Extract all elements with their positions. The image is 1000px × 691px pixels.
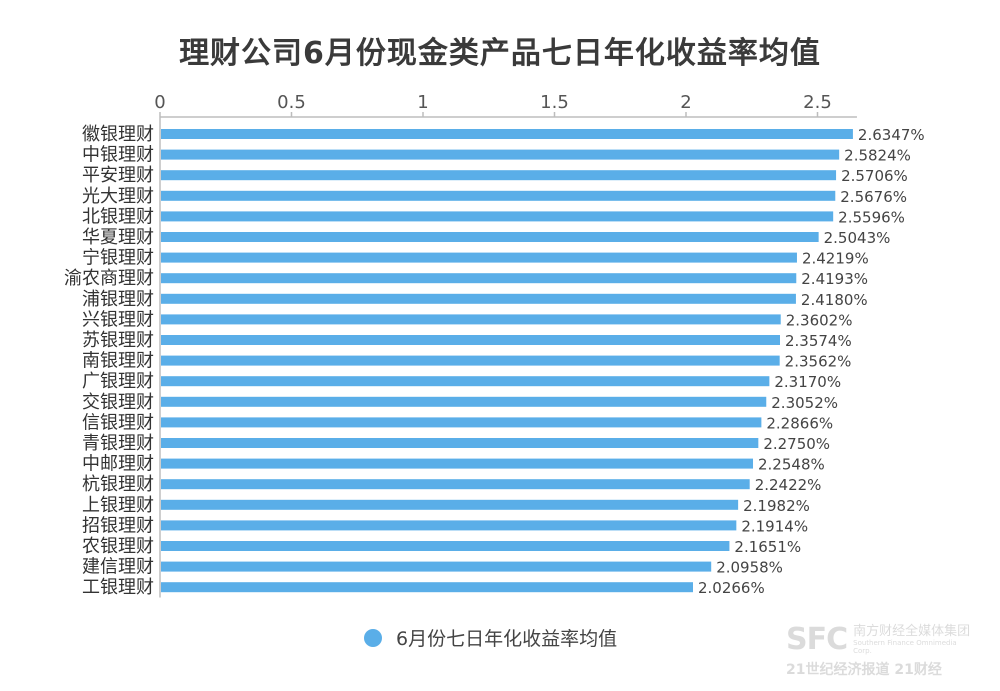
category-label: 交银理财 xyxy=(82,392,154,413)
category-label: 苏银理财 xyxy=(82,330,154,351)
data-label: 2.3602% xyxy=(786,311,853,329)
category-label: 广银理财 xyxy=(82,371,154,392)
data-label: 2.3562% xyxy=(785,353,852,371)
data-label: 2.0958% xyxy=(716,559,783,577)
bar xyxy=(161,396,767,407)
category-label: 农银理财 xyxy=(82,536,154,557)
data-label: 2.3052% xyxy=(771,394,838,412)
legend-swatch xyxy=(364,628,382,647)
category-label: 工银理财 xyxy=(82,577,154,598)
category-label: 杭银理财 xyxy=(82,474,154,495)
x-tick-label: 0 xyxy=(154,92,165,113)
bar xyxy=(161,211,834,222)
data-label: 2.2548% xyxy=(758,456,825,474)
data-labels: 2.6347% 2.5824% 2.5706% 2.5676% 2.5596% 2.504… xyxy=(698,126,925,597)
category-label: 平安理财 xyxy=(82,165,154,186)
bar xyxy=(161,499,739,510)
bar xyxy=(161,273,797,284)
category-label: 招银理财 xyxy=(82,515,154,536)
bar xyxy=(161,541,730,551)
bar xyxy=(161,252,797,263)
data-label: 2.5824% xyxy=(844,147,911,165)
category-label: 光大理财 xyxy=(82,186,154,207)
bar xyxy=(161,190,836,201)
data-label: 2.5676% xyxy=(840,188,907,206)
bar xyxy=(161,129,853,139)
bar xyxy=(161,293,796,304)
category-label: 中邮理财 xyxy=(82,454,154,475)
x-axis: 0 0.5 1 1.5 2 2.5 xyxy=(154,92,857,598)
watermark-org-en: Southern Finance Omnimedia Corp. xyxy=(853,638,957,655)
bar xyxy=(161,232,819,242)
data-label: 2.5043% xyxy=(824,229,891,247)
legend: 6月份七日年化收益率均值 xyxy=(364,624,617,651)
bar xyxy=(161,355,780,366)
data-label: 2.5706% xyxy=(841,167,908,185)
bar xyxy=(161,170,837,181)
data-label: 2.4180% xyxy=(801,291,868,309)
category-label: 宁银理财 xyxy=(82,248,154,269)
data-label: 2.6347% xyxy=(858,126,925,144)
bar xyxy=(161,479,750,490)
category-label: 北银理财 xyxy=(82,206,154,227)
watermark-brands: 21世纪经济报道 21财经 xyxy=(786,662,942,678)
category-label: 渝农商理财 xyxy=(64,268,154,289)
category-label: 建信理财 xyxy=(82,557,154,578)
bar xyxy=(161,438,759,448)
data-label: 2.1982% xyxy=(743,497,810,515)
category-label: 信银理财 xyxy=(82,412,154,433)
legend-label: 6月份七日年化收益率均值 xyxy=(396,628,618,650)
x-tick-label: 0.5 xyxy=(277,92,306,113)
data-label: 2.4219% xyxy=(802,250,869,268)
bar xyxy=(161,458,754,469)
watermark: SFC 南方财经全媒体集团 Southern Finance Omnimedia… xyxy=(786,622,976,678)
x-tick-label: 1 xyxy=(417,92,428,113)
category-label: 中银理财 xyxy=(82,145,154,166)
category-label: 上银理财 xyxy=(82,495,154,516)
data-label: 2.3574% xyxy=(785,332,852,350)
category-label: 青银理财 xyxy=(82,433,154,454)
bar xyxy=(161,149,840,160)
chart-title: 理财公司6月份现金类产品七日年化收益率均值 xyxy=(179,36,821,71)
bar xyxy=(161,335,780,345)
bar xyxy=(161,520,737,531)
category-label: 华夏理财 xyxy=(82,227,154,248)
category-label: 南银理财 xyxy=(82,351,154,372)
bar xyxy=(161,561,712,572)
data-label: 2.5596% xyxy=(838,208,905,226)
x-tick-label: 1.5 xyxy=(540,92,569,113)
bar xyxy=(161,376,770,387)
bar xyxy=(161,314,781,325)
data-label: 2.4193% xyxy=(801,270,868,288)
x-tick-label: 2 xyxy=(680,92,691,113)
bars xyxy=(161,129,853,593)
watermark-logo: SFC xyxy=(786,622,848,657)
x-tick-label: 2.5 xyxy=(803,92,832,113)
data-label: 2.1914% xyxy=(741,517,808,535)
data-label: 2.2422% xyxy=(755,476,822,494)
data-label: 2.0266% xyxy=(698,579,765,597)
category-label: 兴银理财 xyxy=(82,309,154,330)
category-labels: 徽银理财中银理财平安理财光大理财北银理财华夏理财宁银理财渝农商理财浦银理财兴银理… xyxy=(64,124,154,598)
category-label: 浦银理财 xyxy=(82,289,154,310)
bar xyxy=(161,417,762,428)
data-label: 2.2866% xyxy=(766,414,833,432)
category-label: 徽银理财 xyxy=(82,124,154,145)
data-label: 2.1651% xyxy=(734,538,801,556)
watermark-org: 南方财经全媒体集团 xyxy=(853,623,971,639)
data-label: 2.3170% xyxy=(774,373,841,391)
bar xyxy=(161,582,693,593)
data-label: 2.2750% xyxy=(763,435,830,453)
